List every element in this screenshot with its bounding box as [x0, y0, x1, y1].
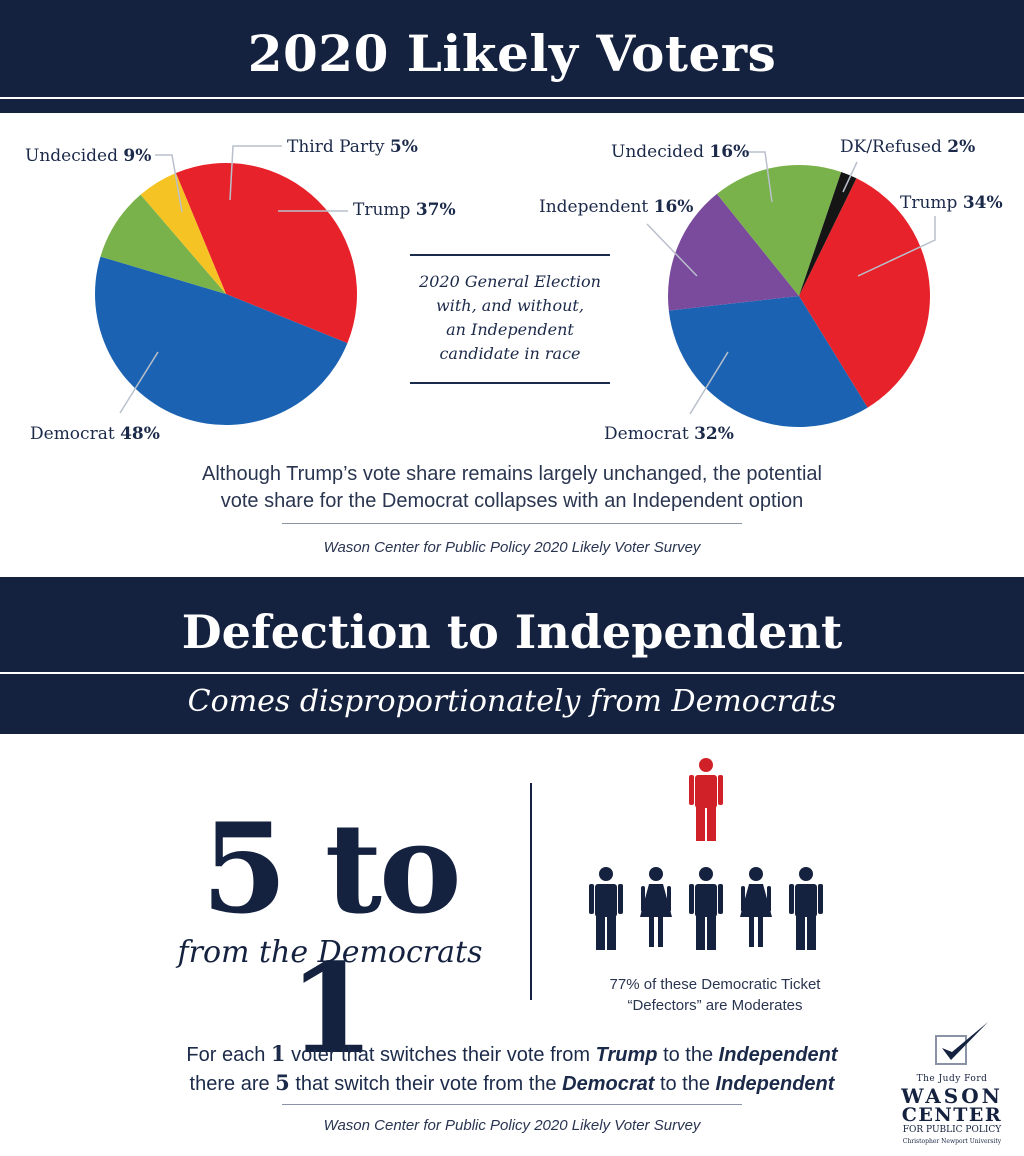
defection-title: Defection to Independent	[181, 605, 843, 659]
pie-slice-democrat	[95, 256, 348, 425]
pie-label-dk-refused: DK/Refused 2%	[840, 137, 975, 157]
person-icon-bottom	[689, 867, 723, 950]
pie-with-independent: Trump 34% Democrat 32% Independent 16% Unde…	[539, 137, 1003, 444]
banner-rule	[0, 99, 1024, 113]
pie-label-democrat: Democrat 32%	[604, 424, 734, 444]
center-note-line: an Independent	[446, 320, 574, 339]
source-note: Wason Center for Public Policy 2020 Like…	[323, 539, 701, 556]
leader-line	[155, 154, 183, 213]
defection-subtitle: Comes disproportionately from Democrats	[187, 684, 837, 719]
person-icon-bottom	[589, 867, 623, 950]
explanation-text: For each 1 voter that switches their vot…	[110, 1040, 914, 1098]
leader-line	[119, 351, 159, 414]
people-note-line: “Defectors” are Moderates	[627, 997, 803, 1014]
pie-slice-democrat	[668, 296, 868, 427]
person-icon-bottom	[740, 867, 772, 947]
pie-label-third-party: Third Party 5%	[287, 137, 418, 157]
pie-slice-independent	[668, 193, 799, 311]
ratio-caption: from the Democrats	[177, 935, 483, 970]
pie-label-independent: Independent 16%	[539, 197, 693, 217]
leader-line	[857, 216, 936, 277]
pie-slice-third-party	[140, 172, 226, 294]
logo-line: FOR PUBLIC POLICY	[902, 1125, 1002, 1135]
explanation-line-2: there are 5 that switch their vote from …	[189, 1070, 835, 1095]
pie-slice-undecided	[100, 194, 226, 294]
top-banner: 2020 Likely Voters	[0, 0, 1024, 97]
leader-line	[689, 351, 729, 415]
subtitle-banner: Comes disproportionately from Democrats	[0, 674, 1024, 734]
summary-line: Although Trump’s vote share remains larg…	[201, 463, 822, 485]
person-icon-bottom	[789, 867, 823, 950]
ratio-figure: 5 to 1	[201, 797, 461, 1082]
people-pictogram	[589, 758, 823, 950]
leader-line	[745, 151, 773, 203]
summary-text: Although Trump’s vote share remains larg…	[110, 461, 914, 515]
leader-line	[229, 145, 282, 201]
vertical-divider	[530, 783, 532, 1000]
pie-label-democrat: Democrat 48%	[30, 424, 160, 444]
logo-line: Christopher Newport University	[902, 1138, 1002, 1145]
leader-line	[646, 223, 698, 277]
pie-slice-undecided	[716, 165, 842, 296]
people-note-line: 77% of these Democratic Ticket	[609, 976, 821, 993]
center-note-line: 2020 General Election	[419, 272, 601, 291]
pie-slice-trump	[175, 163, 357, 344]
pie-label-undecided: Undecided 16%	[611, 142, 749, 162]
logo-line: WASON	[901, 1084, 1003, 1108]
source-note: Wason Center for Public Policy 2020 Like…	[323, 1117, 701, 1134]
pie-chart-without-independent: Trump 37% Democrat 48% Undecided 9% Third P…	[25, 137, 1003, 444]
pie-slice-dk-refused	[799, 171, 857, 296]
page-title: 2020 Likely Voters	[247, 24, 777, 83]
center-note: 2020 General Election with, and without,…	[410, 254, 610, 384]
banner-divider	[0, 672, 1024, 674]
logo-line: The Judy Ford	[916, 1074, 988, 1084]
checkmark-logo-icon	[935, 1022, 988, 1065]
pie-label-undecided: Undecided 9%	[25, 146, 151, 166]
pie-without-independent: Trump 37% Democrat 48% Undecided 9% Third P…	[25, 137, 456, 444]
divider-line	[282, 1104, 742, 1105]
pie-slice-trump	[799, 178, 930, 408]
banner-divider	[0, 97, 1024, 99]
people-note: 77% of these Democratic Ticket “Defector…	[560, 974, 870, 1016]
wason-center-logo: The Judy Ford WASON CENTER FOR PUBLIC PO…	[896, 1018, 1008, 1148]
summary-line: vote share for the Democrat collapses wi…	[220, 490, 804, 512]
person-icon-bottom	[640, 867, 672, 947]
divider-line	[282, 523, 742, 524]
pie-label-trump: Trump 34%	[900, 193, 1003, 213]
logo-line: CENTER	[901, 1104, 1003, 1126]
leader-line	[842, 161, 858, 193]
person-icon-top	[689, 758, 723, 841]
pie-label-trump: Trump 37%	[353, 200, 456, 220]
defection-banner: Defection to Independent	[0, 577, 1024, 672]
center-note-line: candidate in race	[439, 344, 581, 363]
explanation-line-1: For each 1 voter that switches their vot…	[186, 1041, 838, 1066]
center-note-line: with, and without,	[436, 296, 584, 315]
